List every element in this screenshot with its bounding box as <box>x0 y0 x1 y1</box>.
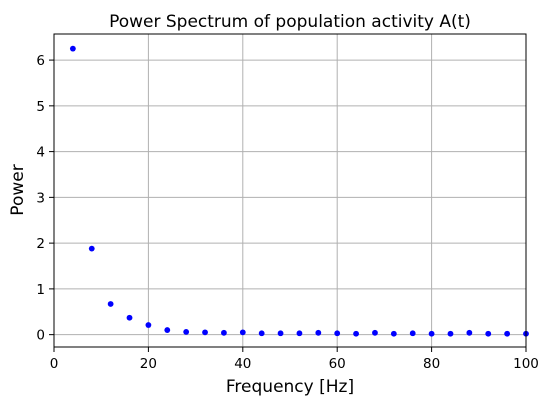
y-tick-label: 6 <box>36 53 45 69</box>
y-tick-label: 4 <box>36 145 45 161</box>
data-point <box>202 329 208 336</box>
y-tick-label: 2 <box>36 236 45 252</box>
chart-title: Power Spectrum of population activity A(… <box>109 12 471 32</box>
data-point <box>390 330 397 337</box>
data-point <box>409 330 416 337</box>
data-points <box>69 45 529 337</box>
data-point <box>258 330 265 337</box>
data-point <box>334 330 341 337</box>
y-tick-label: 0 <box>36 328 45 344</box>
data-point <box>466 329 473 336</box>
x-axis-label: Frequency [Hz] <box>226 377 354 397</box>
axis-ticks: 0 20 40 60 80 100 0 1 2 3 4 5 6 <box>36 53 538 372</box>
y-tick-label: 5 <box>36 99 45 115</box>
x-tick-label: 100 <box>513 356 539 372</box>
data-point <box>145 322 152 328</box>
x-tick-label: 40 <box>234 356 251 372</box>
data-point <box>183 328 190 335</box>
data-point <box>221 329 227 336</box>
data-point <box>277 330 284 337</box>
data-point <box>88 245 95 252</box>
data-point <box>428 330 435 337</box>
grid <box>53 34 527 347</box>
data-point <box>164 327 171 333</box>
plot-frame <box>53 33 527 348</box>
x-tick-label: 80 <box>423 356 440 372</box>
data-point <box>296 330 303 337</box>
data-point <box>372 329 378 336</box>
y-axis-label: Power <box>8 164 28 215</box>
y-tick-label: 1 <box>36 282 45 298</box>
data-point <box>485 330 492 337</box>
y-tick-label: 3 <box>36 190 45 206</box>
data-point <box>447 330 454 337</box>
data-point <box>239 329 246 336</box>
data-point <box>107 301 114 307</box>
x-tick-label: 20 <box>140 356 157 372</box>
data-point <box>126 314 133 321</box>
data-point <box>504 330 511 337</box>
data-point <box>315 329 322 336</box>
data-point <box>69 45 76 52</box>
data-point <box>353 330 359 337</box>
x-tick-label: 0 <box>50 356 59 372</box>
x-tick-label: 60 <box>329 356 346 372</box>
